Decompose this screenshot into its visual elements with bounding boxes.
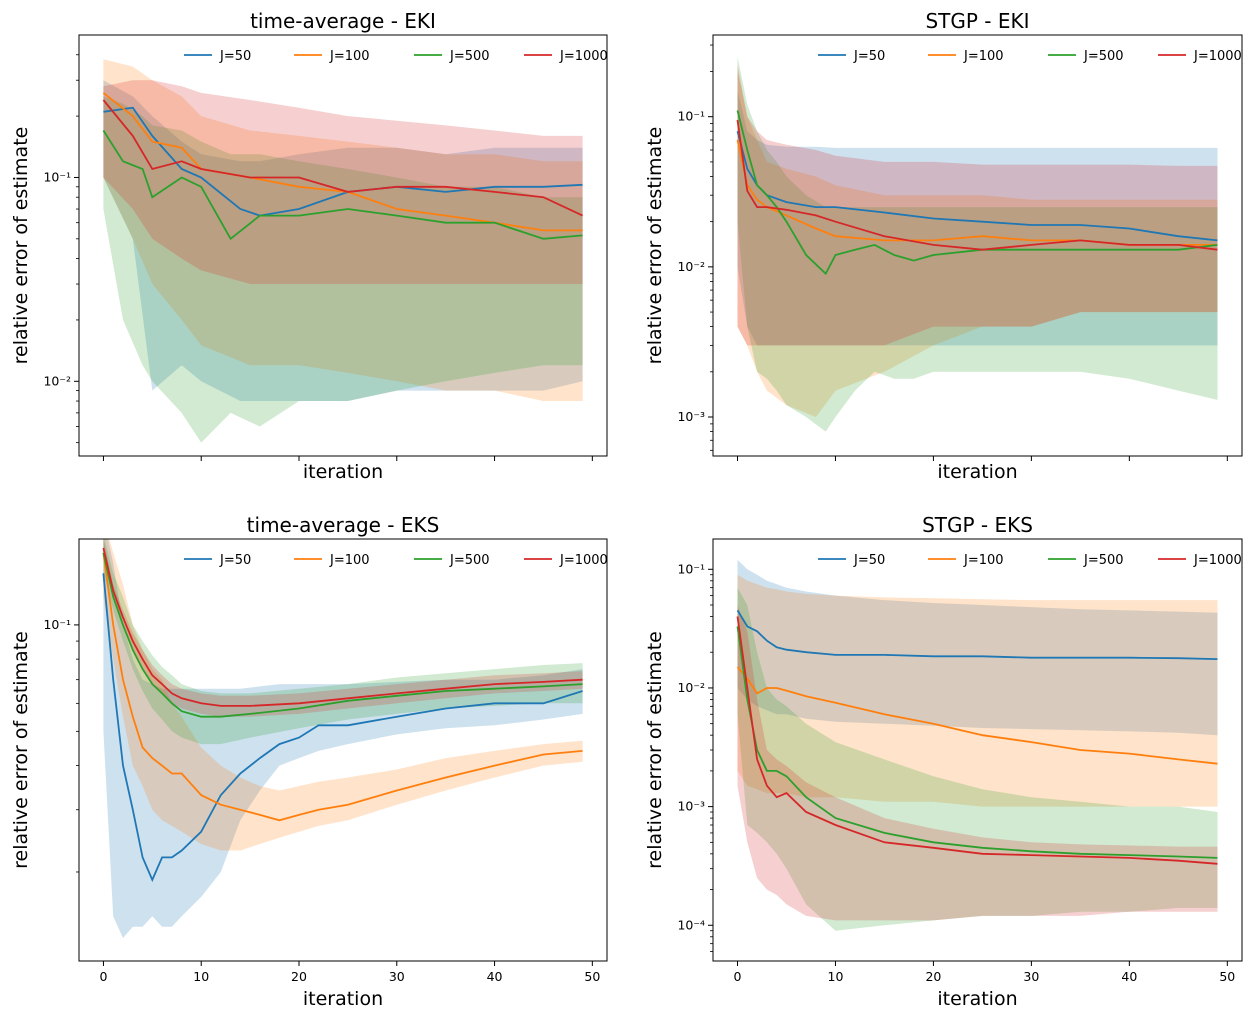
legend: J=50 J=100 J=500 J=1000: [818, 553, 1242, 568]
x-tick-label: 40: [1121, 969, 1137, 984]
y-tick-label: 10⁻²: [677, 259, 705, 274]
y-tick-label: 10⁻¹: [677, 109, 705, 124]
series-line-j-50: [103, 106, 583, 217]
legend-label-j-500: J=500: [449, 49, 490, 64]
legend-label-j-50: J=50: [219, 553, 251, 568]
band-j-500: [103, 539, 583, 745]
band-j-100: [737, 574, 1218, 807]
x-tick-label: 30: [1023, 969, 1039, 984]
x-tick-label: 50: [584, 969, 600, 984]
subplot-stgp-eks: 0 10 20 30 40 50 10⁻⁴ 10⁻³ 10⁻² 10⁻¹ STGP - EKS ite…: [644, 513, 1243, 1010]
plot-area: [102, 539, 583, 939]
legend-label-j-100: J=100: [963, 553, 1004, 568]
series-line-j-500: [102, 552, 583, 718]
x-tick-label: 0: [734, 969, 742, 984]
plot-area: [102, 59, 583, 443]
legend-label-j-1000: J=1000: [1193, 49, 1242, 64]
legend-label-j-50: J=50: [853, 553, 885, 568]
legend-label-j-500: J=500: [449, 553, 490, 568]
legend-label-j-100: J=100: [329, 49, 370, 64]
x-axis-label: iteration: [303, 988, 383, 1010]
series-line-j-1000: [736, 119, 1218, 251]
legend-label-j-100: J=100: [329, 553, 370, 568]
series-line-j-1000: [736, 616, 1218, 865]
band-j-1000: [737, 65, 1218, 346]
x-tick-label: 20: [925, 969, 941, 984]
x-tick-label: 30: [389, 969, 405, 984]
x-axis-label: iteration: [937, 988, 1017, 1010]
y-tick-label: 10⁻²: [677, 680, 705, 695]
x-axis-label: iteration: [937, 461, 1017, 483]
y-tick-label: 10⁻⁴: [677, 917, 705, 932]
series-line-j-500: [102, 130, 583, 241]
legend-label-j-50: J=50: [219, 49, 251, 64]
y-tick-label: 10⁻¹: [43, 617, 71, 632]
chart-title: time-average - EKS: [247, 513, 440, 537]
series-line-j-1000: [102, 547, 583, 707]
x-axis-label: iteration: [303, 461, 383, 483]
subplot-time-average-eki: 10⁻² 10⁻¹ time-average - EKI iteration relat…: [10, 9, 608, 483]
legend-label-j-1000: J=1000: [559, 553, 608, 568]
x-tick-label: 10: [193, 969, 209, 984]
x-tick-label: 50: [1219, 969, 1235, 984]
band-j-1000: [103, 80, 583, 284]
series-line-j-500: [736, 110, 1218, 276]
legend-label-j-500: J=500: [1083, 553, 1124, 568]
series-line-j-500: [736, 626, 1218, 859]
band-j-50: [103, 80, 583, 401]
legend-label-j-1000: J=1000: [1193, 553, 1242, 568]
y-tick-label: 10⁻¹: [43, 169, 71, 184]
legend-label-j-100: J=100: [963, 49, 1004, 64]
axes-frame: [78, 34, 608, 457]
subplot-time-average-eks: 0 10 20 30 40 50 10⁻¹ time-average - EKS iterati…: [10, 513, 608, 1010]
legend: J=50 J=100 J=500 J=1000: [818, 49, 1242, 64]
y-axis-label: relative error of estimate: [644, 631, 666, 869]
y-axis-label: relative error of estimate: [644, 127, 666, 365]
y-tick-label: 10⁻³: [677, 799, 705, 814]
chart-title: time-average - EKI: [250, 9, 436, 33]
x-tick-label: 40: [487, 969, 503, 984]
series-line-j-100: [102, 552, 583, 822]
band-j-500: [737, 56, 1218, 432]
legend-label-j-50: J=50: [853, 49, 885, 64]
series-line-j-50: [736, 609, 1218, 660]
band-j-50: [737, 559, 1218, 736]
band-j-1000: [737, 605, 1218, 921]
band-j-100: [103, 59, 583, 402]
band-j-50: [737, 90, 1218, 346]
legend-label-j-500: J=500: [1083, 49, 1124, 64]
legend: J=50 J=100 J=500 J=1000: [184, 49, 608, 64]
chart-title: STGP - EKI: [925, 9, 1029, 33]
legend: J=50 J=100 J=500 J=1000: [184, 553, 608, 568]
chart-title: STGP - EKS: [922, 513, 1033, 537]
axes-frame: [78, 538, 608, 962]
series-line-j-100: [736, 666, 1218, 765]
band-j-500: [103, 96, 583, 443]
y-tick-label: 10⁻¹: [677, 561, 705, 576]
x-tick-label: 20: [291, 969, 307, 984]
subplot-stgp-eki: 10⁻³ 10⁻² 10⁻¹ STGP - EKI iteration relative …: [644, 9, 1243, 483]
y-axis-label: relative error of estimate: [10, 127, 32, 365]
series-line-j-1000: [102, 99, 583, 217]
x-tick-label: 10: [828, 969, 844, 984]
plot-area: [736, 559, 1218, 931]
band-j-100: [737, 71, 1218, 417]
x-tick-label: 0: [99, 969, 107, 984]
axes-frame: [712, 34, 1243, 457]
y-tick-label: 10⁻³: [677, 409, 705, 424]
plot-area: [736, 56, 1218, 432]
y-tick-label: 10⁻²: [43, 373, 71, 388]
series-line-j-50: [102, 573, 583, 883]
legend-label-j-1000: J=1000: [559, 49, 608, 64]
band-j-50: [103, 539, 583, 939]
y-axis-label: relative error of estimate: [10, 631, 32, 869]
band-j-500: [737, 587, 1218, 931]
